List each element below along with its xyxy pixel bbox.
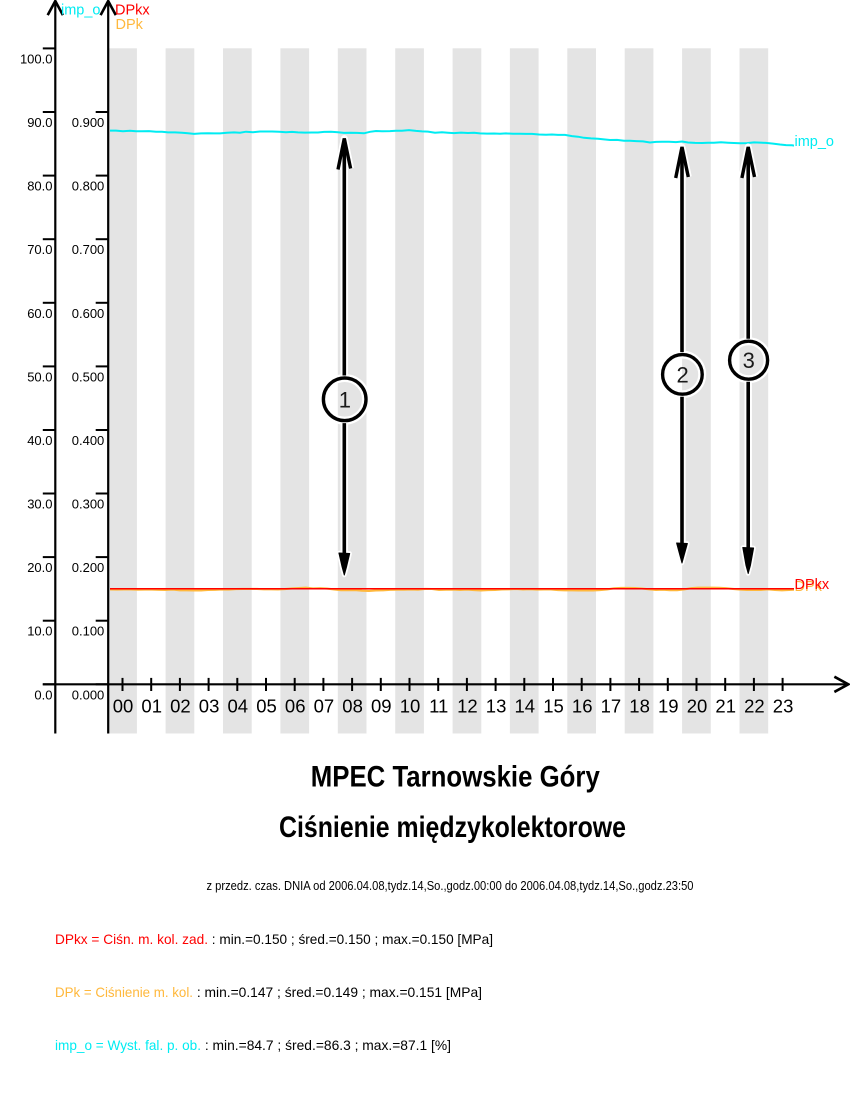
svg-text:0.100: 0.100 <box>72 624 105 639</box>
svg-text:: min.=0.147 ; śred.=0.149 ; m: : min.=0.147 ; śred.=0.149 ; max.=0.151 … <box>193 984 482 1000</box>
svg-text:07: 07 <box>314 695 335 716</box>
svg-text:21: 21 <box>715 695 736 716</box>
svg-text:11: 11 <box>429 695 448 716</box>
svg-text:0.500: 0.500 <box>72 369 105 384</box>
svg-text:30.0: 30.0 <box>27 497 52 512</box>
svg-text:MPEC Tarnowskie Góry: MPEC Tarnowskie Góry <box>311 760 600 793</box>
svg-text:19: 19 <box>658 695 679 716</box>
svg-text:10: 10 <box>400 695 421 716</box>
svg-text:10.0: 10.0 <box>27 624 52 639</box>
svg-text:08: 08 <box>342 695 363 716</box>
svg-text:1: 1 <box>339 387 351 412</box>
svg-text:17: 17 <box>601 695 622 716</box>
svg-text:0.200: 0.200 <box>72 560 105 575</box>
svg-text:DPk: DPk <box>116 17 144 33</box>
svg-text:imp_o: imp_o <box>795 134 835 150</box>
svg-text:0.000: 0.000 <box>72 687 105 702</box>
svg-text:16: 16 <box>572 695 593 716</box>
svg-text:: min.=84.7 ; śred.=86.3 ; max: : min.=84.7 ; śred.=86.3 ; max.=87.1 [%] <box>201 1037 451 1053</box>
svg-text:12: 12 <box>457 695 478 716</box>
svg-text:50.0: 50.0 <box>27 369 52 384</box>
svg-text:0.900: 0.900 <box>72 115 105 130</box>
svg-text:06: 06 <box>285 695 306 716</box>
svg-text:0.400: 0.400 <box>72 433 105 448</box>
svg-text:2: 2 <box>676 362 688 387</box>
svg-text:Ciśnienie międzykolektorowe: Ciśnienie międzykolektorowe <box>279 811 626 844</box>
svg-text:20: 20 <box>687 695 708 716</box>
svg-text:3: 3 <box>743 348 755 373</box>
svg-text:09: 09 <box>371 695 392 716</box>
svg-text:100.0: 100.0 <box>20 51 53 66</box>
svg-text:: min.=0.150 ; śred.=0.150 ; m: : min.=0.150 ; śred.=0.150 ; max.=0.150 … <box>208 931 493 947</box>
svg-text:0.0: 0.0 <box>34 687 52 702</box>
svg-text:DPkx: DPkx <box>115 2 150 18</box>
svg-text:60.0: 60.0 <box>27 306 52 321</box>
svg-text:DPkx = Ciśn. m. kol. zad.: DPkx = Ciśn. m. kol. zad. <box>55 931 208 947</box>
svg-text:DPk = Ciśnienie m. kol.: DPk = Ciśnienie m. kol. <box>55 984 193 1000</box>
svg-text:DPkx: DPkx <box>795 577 830 593</box>
svg-text:40.0: 40.0 <box>27 433 52 448</box>
svg-text:01: 01 <box>141 695 162 716</box>
svg-text:imp_o = Wyst. fal. p. ob.: imp_o = Wyst. fal. p. ob. <box>55 1037 201 1053</box>
svg-text:0.600: 0.600 <box>72 306 105 321</box>
svg-text:90.0: 90.0 <box>27 115 52 130</box>
svg-text:z przedz. czas. DNIA od 2006.0: z przedz. czas. DNIA od 2006.04.08,tydz.… <box>207 878 694 893</box>
svg-text:15: 15 <box>543 695 564 716</box>
svg-text:13: 13 <box>486 695 507 716</box>
svg-text:80.0: 80.0 <box>27 179 52 194</box>
svg-text:22: 22 <box>744 695 765 716</box>
svg-text:04: 04 <box>228 695 249 716</box>
svg-text:14: 14 <box>515 695 536 716</box>
svg-text:imp_o: imp_o <box>61 3 101 19</box>
svg-text:23: 23 <box>773 695 794 716</box>
svg-text:05: 05 <box>256 695 277 716</box>
svg-text:0.800: 0.800 <box>72 179 105 194</box>
svg-text:03: 03 <box>199 695 220 716</box>
svg-text:0.700: 0.700 <box>72 242 105 257</box>
svg-text:0.300: 0.300 <box>72 497 105 512</box>
svg-text:00: 00 <box>113 695 134 716</box>
svg-text:DPk: DPk <box>795 579 823 595</box>
svg-text:70.0: 70.0 <box>27 242 52 257</box>
svg-text:02: 02 <box>170 695 191 716</box>
svg-text:20.0: 20.0 <box>27 560 52 575</box>
svg-text:18: 18 <box>629 695 650 716</box>
